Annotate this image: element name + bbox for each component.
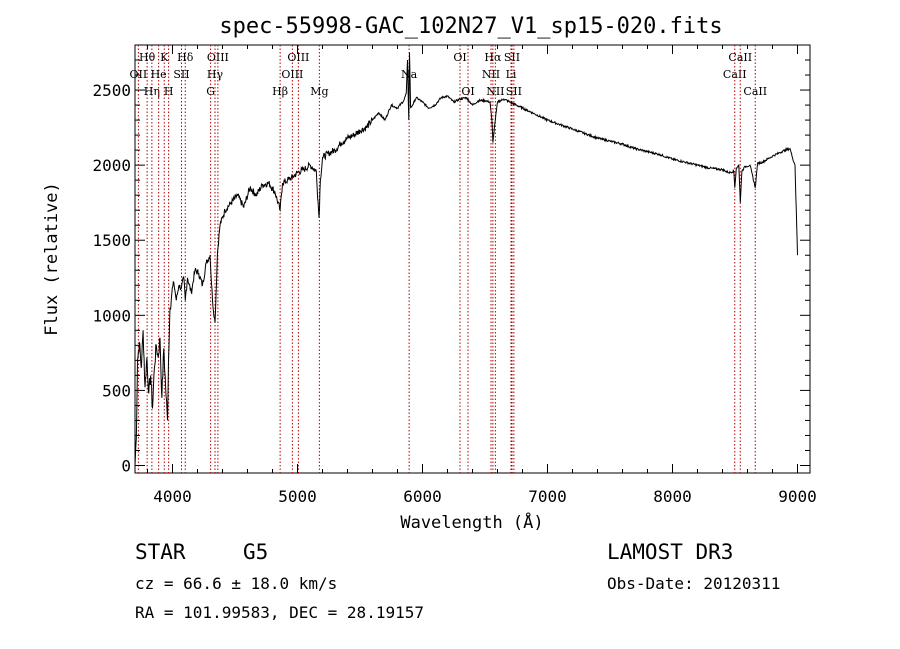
y-tick-label: 2500 <box>92 81 131 100</box>
x-tick-label: 4000 <box>153 487 192 506</box>
spectral-line-label: SII <box>506 85 522 98</box>
x-tick-label: 9000 <box>778 487 817 506</box>
axis-ticks: 4000 5000 6000 7000 8000 9000 0 500 1000 1500 2000… <box>92 45 817 506</box>
observation-date: Obs-Date: 20120311 <box>607 574 781 593</box>
spectral-line-label: NII <box>482 68 500 81</box>
redshift-cz: cz = 66.6 ± 18.0 km/s <box>135 574 338 593</box>
object-subclass: G5 <box>243 540 269 564</box>
spectral-line-label: CaII <box>743 85 767 98</box>
spectral-line-label: OIII <box>281 68 303 81</box>
x-axis-label: Wavelength (Å) <box>400 511 543 533</box>
spectral-line-label: Hη <box>144 85 160 98</box>
spectral-line-label: SII <box>173 68 189 81</box>
spectral-line-label: G <box>206 85 215 98</box>
spectral-line-label: Hθ <box>139 51 156 64</box>
spectral-line-label: Hα <box>484 51 502 64</box>
object-class: STAR <box>135 540 186 564</box>
spectral-line-label: CaII <box>728 51 752 64</box>
spectral-line-label: Hγ <box>207 68 224 81</box>
spectral-line-label: Mg <box>310 85 328 98</box>
y-axis-label: Flux (relative) <box>42 182 62 336</box>
y-tick-label: 500 <box>102 381 131 400</box>
spectral-line-label: OI <box>461 85 474 98</box>
spectral-line-label: OII <box>130 68 148 81</box>
flux-series-line <box>134 52 798 466</box>
y-tick-label: 0 <box>121 456 131 475</box>
chart-title: spec-55998-GAC_102N27_V1_sp15-020.fits <box>219 14 722 39</box>
spectral-line-label: K <box>160 51 169 64</box>
spectral-line-label: Hδ <box>177 51 194 64</box>
spectral-line-label: He <box>151 68 167 81</box>
spectral-line-label: SII <box>504 51 520 64</box>
spectral-line-label: Hβ <box>272 85 288 98</box>
x-tick-label: 7000 <box>528 487 567 506</box>
x-tick-label: 6000 <box>403 487 442 506</box>
x-tick-label: 5000 <box>278 487 317 506</box>
x-tick-label: 8000 <box>653 487 692 506</box>
y-tick-label: 1000 <box>92 306 131 325</box>
sky-coordinates: RA = 101.99583, DEC = 28.19157 <box>135 603 424 622</box>
survey-name: LAMOST DR3 <box>607 540 734 564</box>
spectral-line-label: OI <box>453 51 466 64</box>
spectral-line-label: H <box>164 85 174 98</box>
spectral-line-label: OIII <box>207 51 229 64</box>
spectral-line-label: NII <box>486 85 504 98</box>
spectral-line-label: OIII <box>287 51 309 64</box>
spectral-line-label: Li <box>506 68 517 81</box>
y-tick-label: 2000 <box>92 156 131 175</box>
y-tick-label: 1500 <box>92 231 131 250</box>
spectral-line-label: CaII <box>723 68 747 81</box>
plot-frame <box>134 44 811 474</box>
